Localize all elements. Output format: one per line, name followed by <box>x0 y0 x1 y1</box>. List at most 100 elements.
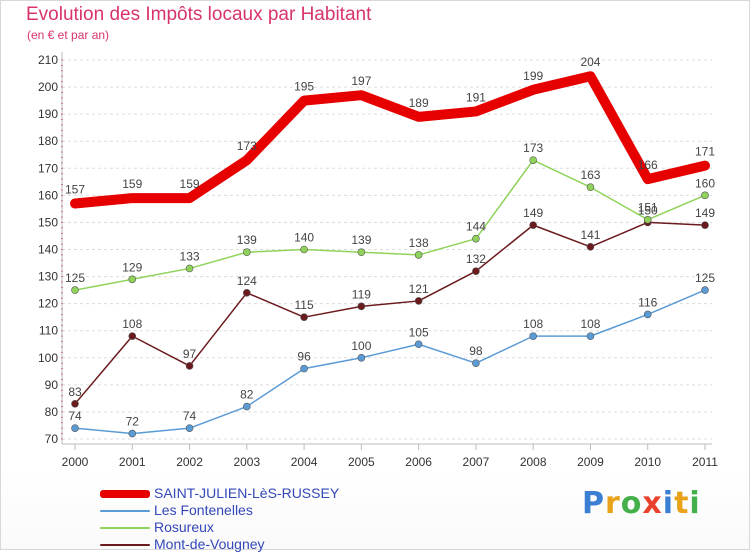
data-point <box>472 234 480 243</box>
data-point <box>128 429 137 438</box>
y-tick-label: 190 <box>38 107 58 121</box>
data-point <box>586 332 595 340</box>
series-line <box>74 289 706 435</box>
data-label: 139 <box>351 233 371 247</box>
data-label: 96 <box>297 350 311 364</box>
data-label: 115 <box>295 298 314 312</box>
data-label: 149 <box>523 206 543 220</box>
y-tick-label: 130 <box>38 270 58 284</box>
data-label: 72 <box>126 415 140 429</box>
data-label: 129 <box>122 260 142 274</box>
y-tick-label: 140 <box>38 243 58 257</box>
data-label: 108 <box>523 317 543 331</box>
data-point <box>472 267 480 275</box>
data-label: 119 <box>352 287 371 301</box>
data-point <box>701 191 709 200</box>
legend-label: Rosureux <box>154 519 214 535</box>
data-label: 98 <box>469 344 483 358</box>
logo-letter: o <box>620 486 643 521</box>
data-label: 157 <box>65 182 85 196</box>
data-label: 138 <box>409 236 429 250</box>
data-label: 140 <box>294 231 314 245</box>
x-tick-label: 2009 <box>577 455 604 469</box>
data-label: 124 <box>237 274 257 288</box>
x-tick-label: 2000 <box>62 455 89 469</box>
logo-letter: r <box>605 486 621 521</box>
data-point <box>300 364 308 373</box>
data-point <box>529 332 537 340</box>
y-tick-label: 180 <box>38 134 58 148</box>
data-point <box>414 251 423 259</box>
data-point <box>300 245 308 254</box>
data-label: 159 <box>180 177 200 191</box>
data-label: 108 <box>122 317 142 331</box>
data-label: 125 <box>65 271 85 285</box>
data-label: 197 <box>351 74 371 88</box>
data-label: 160 <box>695 176 715 190</box>
data-point <box>243 402 251 411</box>
data-label: 97 <box>183 347 197 361</box>
y-tick-label: 80 <box>45 405 59 419</box>
data-label: 139 <box>237 233 257 247</box>
logo-letter: x <box>642 486 663 521</box>
data-point <box>586 242 595 251</box>
y-tick-label: 70 <box>45 432 59 446</box>
series-line <box>74 221 706 405</box>
logo-letter: t <box>674 486 690 521</box>
data-label: 133 <box>180 249 200 263</box>
data-point <box>357 302 366 311</box>
data-point <box>701 221 709 229</box>
legend-label: Les Fontenelles <box>154 502 253 518</box>
x-tick-label: 2010 <box>634 455 661 469</box>
x-tick-label: 2002 <box>176 455 203 469</box>
data-label: 82 <box>240 388 254 402</box>
data-point <box>414 340 423 349</box>
data-label: 195 <box>294 80 314 94</box>
series-line <box>70 71 710 209</box>
data-label: 144 <box>466 220 486 234</box>
x-tick-label: 2005 <box>348 455 375 469</box>
x-tick-label: 2004 <box>291 455 318 469</box>
data-point <box>414 297 423 305</box>
data-point <box>185 264 194 273</box>
legend-swatch <box>100 510 150 512</box>
data-label: 116 <box>638 295 657 309</box>
x-tick-label: 2008 <box>520 455 547 469</box>
chart-title: Evolution des Impôts locaux par Habitant <box>26 4 372 25</box>
data-point <box>71 424 79 432</box>
data-label: 199 <box>523 69 543 83</box>
chart-subtitle: (en € et par an) <box>27 28 110 42</box>
data-label: 150 <box>638 203 658 217</box>
data-point <box>71 400 79 408</box>
data-point <box>701 286 709 294</box>
logo-letter: P <box>582 486 605 521</box>
data-point <box>643 215 652 224</box>
data-label: 151 <box>638 201 658 215</box>
data-label: 159 <box>122 177 142 191</box>
data-label: 121 <box>409 282 429 296</box>
legend-swatch <box>100 544 150 546</box>
data-point <box>128 275 137 284</box>
x-tick-label: 2011 <box>692 455 718 469</box>
data-label: 173 <box>237 139 257 153</box>
data-point <box>529 156 537 164</box>
logo-letter: i <box>662 486 675 521</box>
data-label: 204 <box>580 55 600 69</box>
y-tick-label: 90 <box>45 378 59 392</box>
y-tick-label: 100 <box>38 351 58 365</box>
data-label: 125 <box>695 271 715 285</box>
y-tick-label: 200 <box>38 80 58 94</box>
data-label: 83 <box>68 385 82 399</box>
x-tick-label: 2007 <box>463 455 490 469</box>
x-tick-label: 2006 <box>405 455 432 469</box>
data-label: 149 <box>695 206 715 220</box>
data-label: 141 <box>580 228 600 242</box>
data-point <box>357 353 366 362</box>
data-point <box>128 332 137 340</box>
x-tick-label: 2001 <box>119 455 146 469</box>
data-label: 74 <box>68 409 82 423</box>
x-tick-label: 2003 <box>233 455 260 469</box>
data-point <box>357 248 366 257</box>
